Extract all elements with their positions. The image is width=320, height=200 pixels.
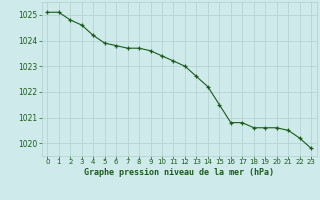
X-axis label: Graphe pression niveau de la mer (hPa): Graphe pression niveau de la mer (hPa)	[84, 168, 274, 177]
